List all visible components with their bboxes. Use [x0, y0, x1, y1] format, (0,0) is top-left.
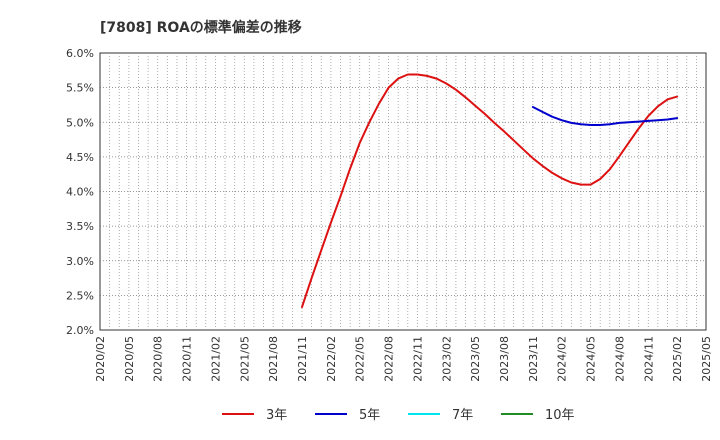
legend-label-2: 7年 — [452, 408, 473, 423]
x-tick-label: 2024/11 — [642, 336, 655, 382]
axis-layer: 2.0% 2.5% 3.0% 3.5% 4.0% 4.5% 5.0% 5.5% 6.0% 2020… — [66, 47, 713, 382]
legend-label-1: 5年 — [359, 408, 380, 423]
x-tick-label: 2025/05 — [700, 336, 713, 382]
x-tick-label: 2021/05 — [238, 336, 251, 382]
x-tick-label: 2022/02 — [325, 336, 338, 382]
x-tick-label: 2021/02 — [209, 336, 222, 382]
x-tick-label: 2020/02 — [94, 336, 107, 382]
y-tick-label: 4.0% — [66, 186, 94, 199]
legend-label-0: 3年 — [266, 408, 287, 423]
grid-layer — [99, 52, 707, 331]
y-tick-label: 6.0% — [66, 47, 94, 60]
series-layer — [301, 73, 679, 309]
y-tick-label: 5.5% — [66, 82, 94, 95]
legend-label-3: 10年 — [545, 408, 575, 423]
x-tick-label: 2021/11 — [296, 336, 309, 382]
x-tick-label: 2023/05 — [469, 336, 482, 382]
x-tick-label: 2024/02 — [556, 336, 569, 382]
x-tick-label: 2023/02 — [440, 336, 453, 382]
x-tick-label: 2024/05 — [585, 336, 598, 382]
series-line-1 — [531, 106, 679, 126]
x-tick-label: 2023/11 — [527, 336, 540, 382]
y-tick-label: 2.0% — [66, 324, 94, 337]
x-tick-label: 2024/08 — [613, 336, 626, 382]
x-tick-label: 2020/08 — [152, 336, 165, 382]
y-tick-label: 4.5% — [66, 151, 94, 164]
x-tick-label: 2022/11 — [411, 336, 424, 382]
x-tick-label: 2022/08 — [383, 336, 396, 382]
legend: 3年 5年 7年 10年 — [222, 408, 575, 423]
x-tick-label: 2020/05 — [123, 336, 136, 382]
y-tick-label: 2.5% — [66, 289, 94, 302]
y-tick-label: 3.0% — [66, 255, 94, 268]
x-tick-label: 2023/08 — [498, 336, 511, 382]
x-tick-label: 2022/05 — [354, 336, 367, 382]
y-tick-label: 5.0% — [66, 116, 94, 129]
x-tick-label: 2021/08 — [267, 336, 280, 382]
y-tick-label: 3.5% — [66, 220, 94, 233]
x-tick-label: 2020/11 — [181, 336, 194, 382]
chart-title: [7808] ROAの標準偏差の推移 — [100, 19, 302, 36]
series-line-0 — [301, 73, 679, 309]
x-tick-label: 2025/02 — [671, 336, 684, 382]
